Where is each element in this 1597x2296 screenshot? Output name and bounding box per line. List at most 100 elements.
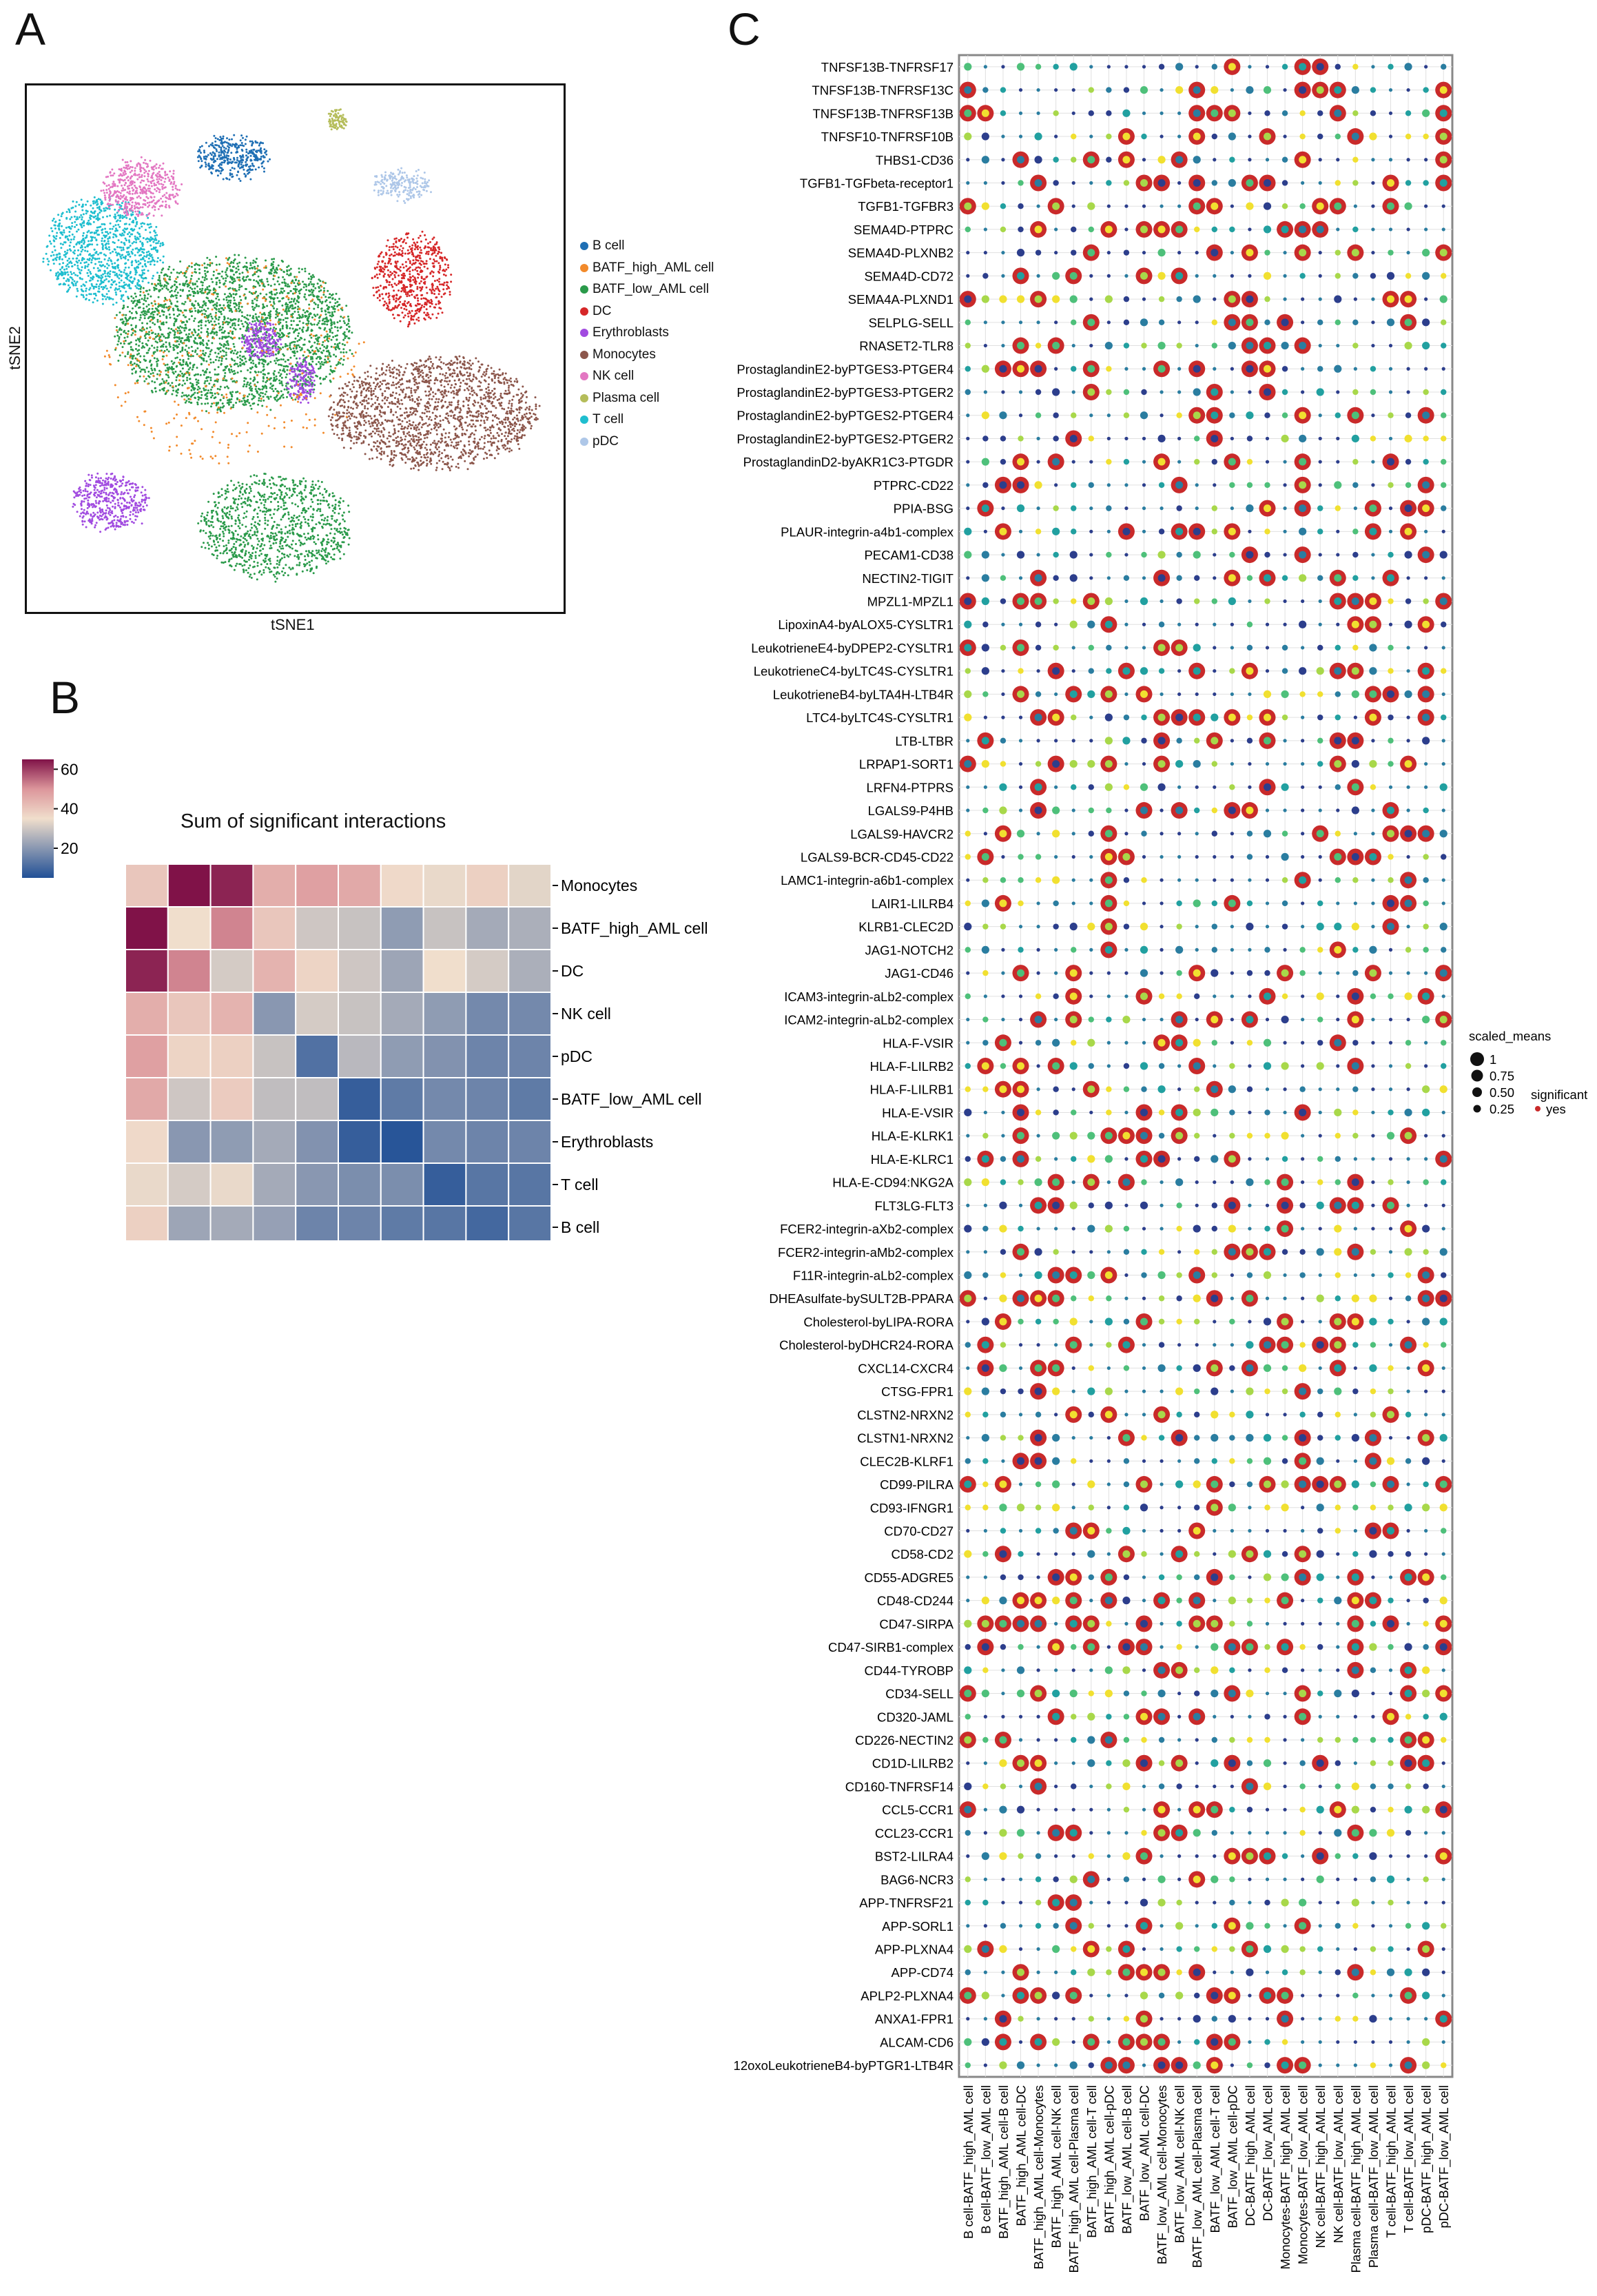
dotplot-dot <box>1213 367 1217 371</box>
dotplot-dot <box>1089 947 1093 952</box>
dotplot-col-label: Plasma cell-BATF_high_AML cell <box>1348 2085 1363 2273</box>
dotplot-dot <box>1370 1249 1377 1255</box>
dotplot-dot <box>1035 412 1042 418</box>
dotplot-dot <box>1140 1201 1148 1209</box>
dotplot-dot <box>1316 86 1324 94</box>
dotplot-dot <box>999 830 1007 838</box>
dotplot-dot <box>982 1411 989 1418</box>
dotplot-dot <box>1370 993 1377 1000</box>
dotplot-dot <box>1035 1528 1042 1534</box>
dotplot-dot <box>1123 249 1130 256</box>
dotplot-dot <box>1335 784 1341 790</box>
dotplot-dot <box>1177 2040 1182 2044</box>
dotplot-dot <box>1036 2063 1040 2067</box>
dotplot-dot <box>1424 761 1428 766</box>
dotplot-dot <box>1034 1201 1042 1209</box>
dotplot-dot <box>1000 1411 1007 1418</box>
dotplot-dot <box>1141 1551 1147 1557</box>
dotplot-dot <box>1283 251 1287 255</box>
dotplot-dot <box>1423 877 1429 883</box>
dotplot-dot <box>1369 690 1377 698</box>
dotplot-dot <box>1088 1295 1094 1302</box>
dotplot-dot <box>966 1320 970 1324</box>
dotplot-dot <box>981 551 989 559</box>
dotplot-dot <box>1000 458 1007 465</box>
dotplot-dot <box>1299 620 1307 628</box>
dotplot-dot <box>965 1063 971 1069</box>
dotplot-dot <box>1001 692 1005 697</box>
dotplot-dot <box>1054 227 1058 232</box>
dotplot-dot <box>1336 553 1340 557</box>
dotplot-dot <box>1106 320 1111 325</box>
dotplot-dot <box>1264 110 1270 116</box>
dotplot-dot <box>1439 1318 1447 1326</box>
dotplot-dot <box>1263 1433 1272 1442</box>
dotplot-dot <box>1264 132 1271 141</box>
dotplot-dot <box>1423 1481 1429 1488</box>
dotplot-dot <box>1157 2038 1166 2046</box>
dotplot-dot <box>1441 389 1447 396</box>
dotplot-dot <box>1123 87 1130 93</box>
dotplot-dot <box>1316 830 1324 838</box>
dotplot-dot <box>1281 900 1288 907</box>
dotplot-dot <box>1001 1993 1005 1998</box>
dotplot-col-label: T cell-BATF_low_AML cell <box>1401 2085 1416 2233</box>
heatmap-cell <box>167 949 212 993</box>
dotplot-dot <box>1000 1643 1007 1650</box>
dotplot-dot <box>999 1294 1007 1302</box>
dotplot-dot <box>1264 1736 1270 1743</box>
dotplot-dot <box>1142 1041 1146 1045</box>
dotplot-dot <box>1281 1898 1289 1907</box>
dotplot-dot <box>1301 1296 1305 1300</box>
dotplot-dot <box>1141 714 1147 721</box>
dotplot-dot <box>1388 88 1393 92</box>
dotplot-dot <box>1316 1201 1324 1209</box>
heatmap-cell <box>295 906 340 950</box>
dotplot-dot <box>1317 1388 1323 1395</box>
dotplot-dot <box>1301 832 1305 836</box>
dotplot-dot <box>1089 1110 1093 1115</box>
dotplot-dot <box>1352 575 1359 581</box>
dotplot-dot <box>1018 1482 1023 1486</box>
dotplot-dot <box>1229 482 1235 489</box>
dotplot-dot <box>999 899 1007 908</box>
dotplot-dot <box>1104 899 1113 908</box>
dotplot-dot <box>1140 1712 1148 1721</box>
dotplot-dot <box>1439 783 1447 791</box>
dotplot-dot <box>1334 295 1342 303</box>
dotplot-dot <box>1263 85 1272 94</box>
dotplot-row-label: CTSG-FPR1 <box>881 1384 954 1399</box>
dotplot-dot <box>1036 1831 1040 1835</box>
dotplot-dot <box>1336 971 1340 975</box>
dotplot-dot <box>1439 1016 1447 1024</box>
dotplot-dot <box>1175 527 1184 535</box>
dotplot-dot <box>1441 1110 1445 1115</box>
dotplot-dot <box>1336 808 1340 812</box>
dotplot-dot <box>1142 204 1146 208</box>
dotplot-dot <box>1424 158 1428 162</box>
dotplot-dot <box>1336 1714 1340 1719</box>
dotplot-dot <box>1423 1714 1429 1720</box>
dotplot-dot <box>965 1899 971 1906</box>
dotplot-dot <box>1071 1156 1077 1162</box>
dotplot-row-label: CD70-CD27 <box>884 1524 954 1538</box>
dotplot-dot <box>1195 1180 1199 1185</box>
dotplot-dot <box>964 109 972 117</box>
dotplot-dot <box>982 877 989 883</box>
dotplot-dot <box>1386 1968 1395 1976</box>
dotplot-dot <box>1441 319 1447 326</box>
dotplot-dot <box>1123 1365 1130 1371</box>
tsne-legend-item: T cell <box>580 412 624 427</box>
dotplot-dot <box>1193 969 1201 977</box>
dotplot-dot <box>1351 690 1359 699</box>
dotplot-dot <box>1213 1714 1217 1719</box>
dotplot-row-label: CD47-SIRB1-complex <box>828 1640 954 1654</box>
dotplot-dot <box>1388 644 1394 651</box>
dotplot-dot <box>1157 341 1166 350</box>
dotplot-col-label: BATF_low_AML cell-pDC <box>1225 2085 1240 2228</box>
dotplot-dot <box>1195 1900 1199 1905</box>
dotplot-dot <box>1018 1900 1023 1905</box>
dotplot-dot <box>1264 1597 1270 1603</box>
dotplot-dot <box>1352 156 1359 163</box>
dotplot-dot <box>1423 1249 1429 1255</box>
